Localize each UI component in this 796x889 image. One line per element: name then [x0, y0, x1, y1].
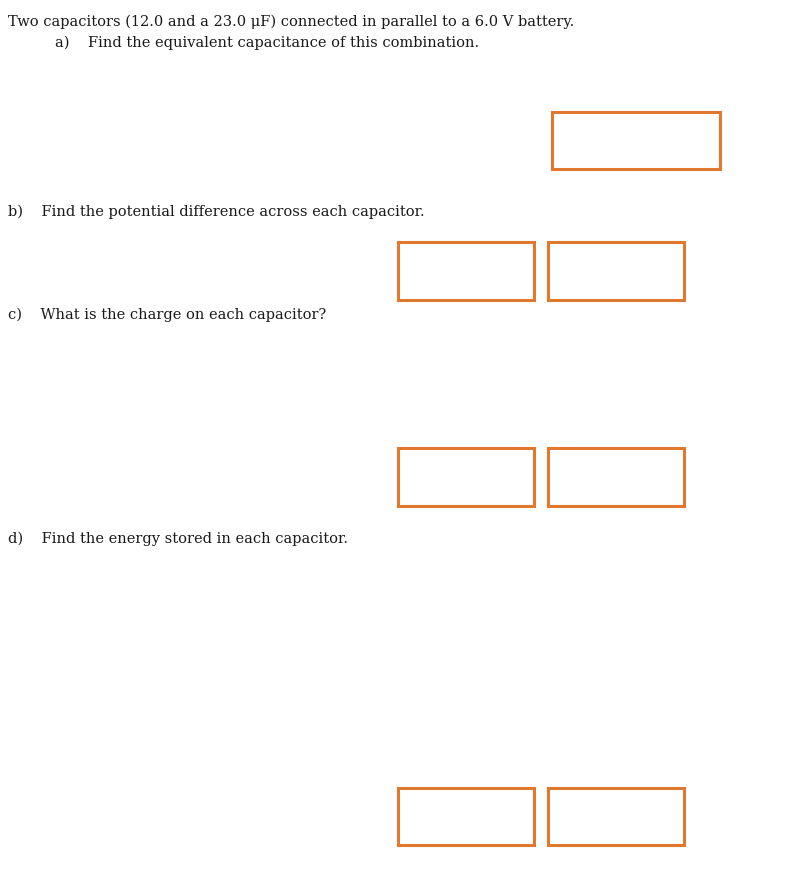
Bar — [552, 112, 720, 169]
Bar — [398, 788, 534, 845]
Text: c)    What is the charge on each capacitor?: c) What is the charge on each capacitor? — [8, 308, 326, 323]
Bar — [398, 242, 534, 300]
Text: d)    Find the energy stored in each capacitor.: d) Find the energy stored in each capaci… — [8, 532, 348, 547]
Bar — [548, 788, 684, 845]
Bar — [548, 448, 684, 506]
Text: Two capacitors (12.0 and a 23.0 μF) connected in parallel to a 6.0 V battery.: Two capacitors (12.0 and a 23.0 μF) conn… — [8, 15, 574, 29]
Bar — [398, 448, 534, 506]
Text: a)    Find the equivalent capacitance of this combination.: a) Find the equivalent capacitance of th… — [55, 36, 479, 51]
Text: b)    Find the potential difference across each capacitor.: b) Find the potential difference across … — [8, 205, 424, 220]
Bar — [548, 242, 684, 300]
